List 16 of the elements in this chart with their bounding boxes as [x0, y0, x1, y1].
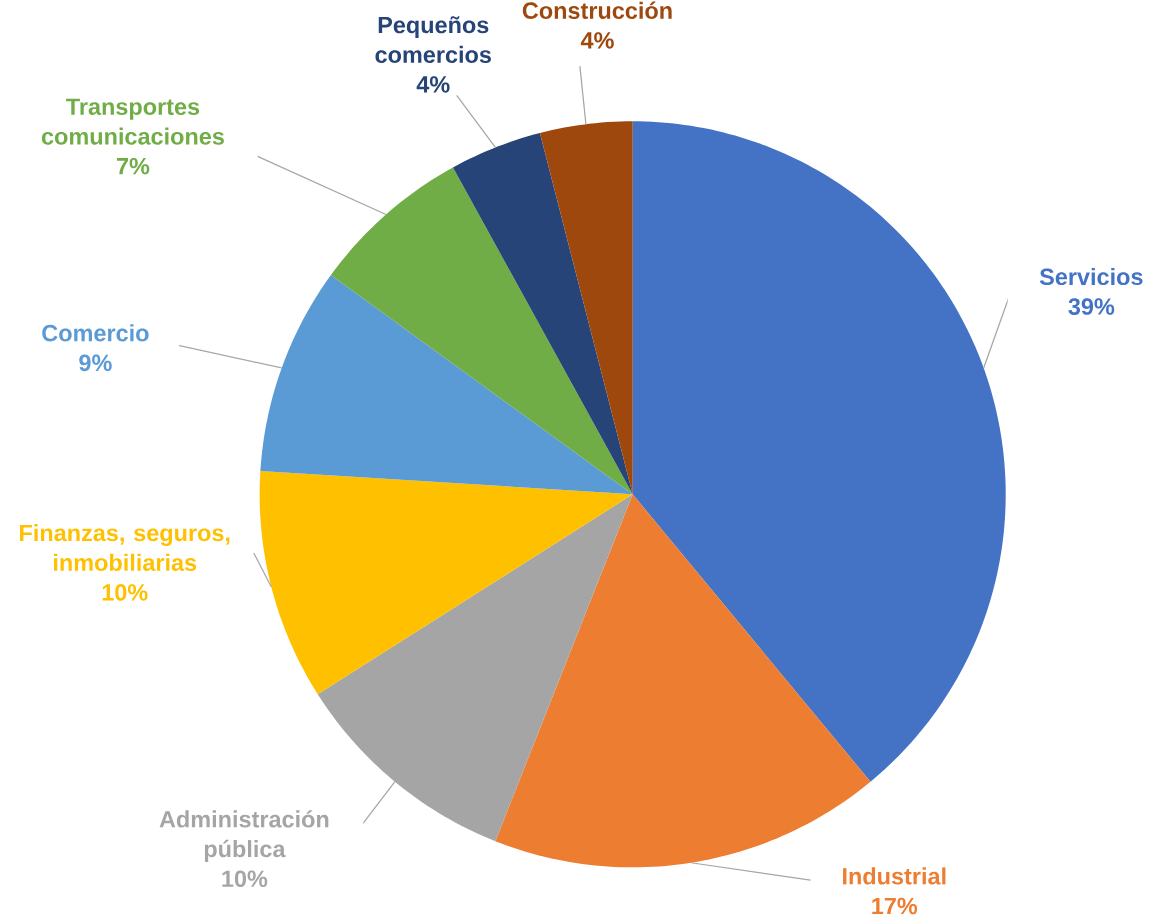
slice-label: Administración pública: [159, 810, 329, 862]
data-label: 7%: [117, 158, 150, 175]
data-label: 17%: [872, 897, 918, 915]
slice-label: Pequeños comercios: [375, 16, 491, 64]
slice-label: Transportes comunicaciones: [41, 98, 224, 145]
data-label: 10%: [222, 870, 268, 888]
slice-label: Construcción: [522, 1, 672, 20]
data-label: 39%: [1068, 298, 1115, 315]
slice-label: Industrial: [843, 867, 946, 885]
data-label: 9%: [79, 354, 112, 372]
data-label: 10%: [102, 584, 148, 601]
data-label: 4%: [416, 76, 450, 93]
data-label: 4%: [580, 32, 614, 49]
slice-label: Comercio: [42, 324, 149, 342]
slice-label: Finanzas, seguros, inmobiliarias: [20, 524, 230, 572]
slice-label: Servicios: [1039, 267, 1143, 286]
